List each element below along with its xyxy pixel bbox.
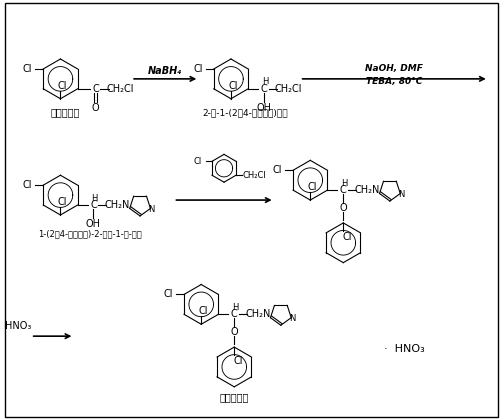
Text: N: N bbox=[398, 190, 404, 199]
Text: C: C bbox=[90, 200, 97, 210]
Text: H: H bbox=[232, 303, 238, 312]
Text: Cl: Cl bbox=[23, 64, 32, 74]
Text: Cl: Cl bbox=[343, 232, 352, 242]
Text: C: C bbox=[261, 84, 268, 94]
Text: C: C bbox=[231, 309, 237, 319]
Text: Cl: Cl bbox=[228, 81, 237, 91]
Text: H: H bbox=[91, 194, 98, 202]
Text: C: C bbox=[340, 185, 347, 195]
Text: Cl: Cl bbox=[58, 81, 67, 91]
Text: C: C bbox=[92, 84, 99, 94]
Text: CH₂Cl: CH₂Cl bbox=[107, 84, 134, 94]
Text: O: O bbox=[340, 203, 347, 213]
Text: CH₂Cl: CH₂Cl bbox=[242, 171, 266, 180]
Text: Cl: Cl bbox=[23, 180, 32, 190]
Text: Cl: Cl bbox=[58, 197, 67, 207]
Text: N: N bbox=[289, 314, 296, 323]
Text: CH₂N: CH₂N bbox=[245, 309, 271, 319]
Text: Cl: Cl bbox=[193, 64, 203, 74]
Text: HNO₃: HNO₃ bbox=[5, 321, 31, 331]
Text: Cl: Cl bbox=[198, 306, 208, 316]
Text: N: N bbox=[148, 205, 155, 214]
Text: TEBA, 80°C: TEBA, 80°C bbox=[366, 77, 422, 87]
Text: Cl: Cl bbox=[163, 289, 173, 299]
Text: 2-氯-1-(2，4-二氯苯基)乙醇: 2-氯-1-(2，4-二氯苯基)乙醇 bbox=[202, 108, 288, 117]
Text: CH₂N: CH₂N bbox=[105, 200, 130, 210]
Text: ·  HNO₃: · HNO₃ bbox=[384, 344, 425, 354]
Text: CH₂Cl: CH₂Cl bbox=[274, 84, 302, 94]
Text: CH₂N: CH₂N bbox=[354, 185, 380, 195]
Text: Cl: Cl bbox=[308, 182, 317, 192]
Text: OH: OH bbox=[86, 219, 101, 229]
Text: H: H bbox=[341, 178, 348, 188]
Text: OH: OH bbox=[257, 102, 272, 113]
Text: Cl: Cl bbox=[233, 356, 243, 366]
Text: H: H bbox=[262, 77, 268, 87]
Text: 三氯苯乙酮: 三氯苯乙酮 bbox=[51, 108, 80, 118]
Text: Cl: Cl bbox=[194, 157, 202, 166]
Text: O: O bbox=[230, 327, 238, 337]
Text: O: O bbox=[92, 102, 99, 113]
Text: 1-(2，4-二氯苯基)-2-咪唑-1-基-乙醇: 1-(2，4-二氯苯基)-2-咪唑-1-基-乙醇 bbox=[38, 229, 142, 238]
Text: NaBH₄: NaBH₄ bbox=[148, 66, 182, 76]
Text: NaOH, DMF: NaOH, DMF bbox=[365, 64, 423, 74]
Text: 硝酸益康唑: 硝酸益康唑 bbox=[219, 392, 249, 402]
Text: Cl: Cl bbox=[273, 165, 282, 175]
